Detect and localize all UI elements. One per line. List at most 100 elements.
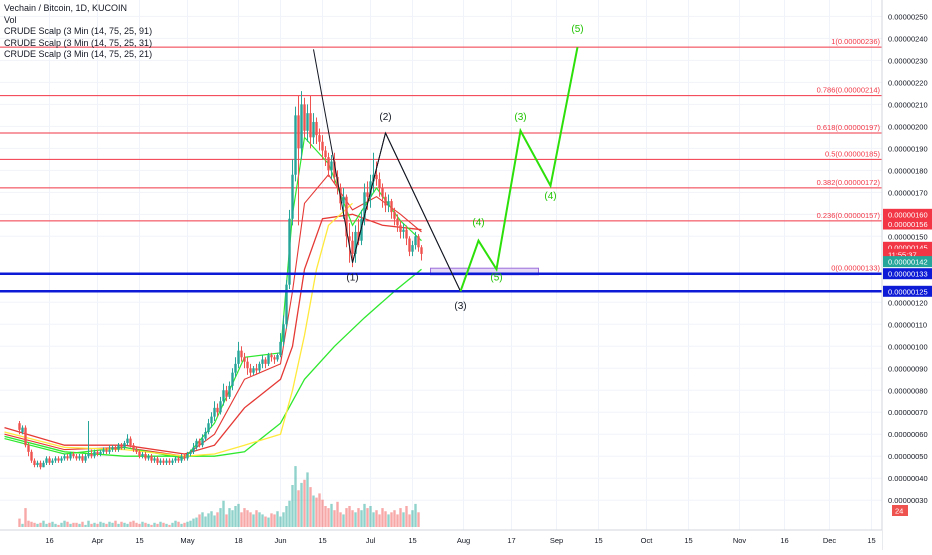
candle: [207, 423, 210, 433]
candle: [51, 460, 54, 463]
volume-bar: [24, 508, 27, 527]
y-tick-label: 0.00000030: [888, 496, 928, 505]
candle: [33, 460, 36, 466]
candle: [297, 115, 300, 149]
volume-bar: [285, 506, 288, 527]
volume-bar: [96, 523, 99, 527]
candle: [270, 355, 273, 358]
price-tag-label: 0.00000160: [888, 210, 928, 219]
x-tick-label: Aug: [457, 536, 470, 545]
candle: [21, 427, 24, 433]
candle: [54, 458, 57, 461]
candle: [246, 361, 249, 369]
volume-bar: [306, 472, 309, 527]
volume-tag-label: 24: [895, 507, 903, 516]
volume-bar: [192, 518, 195, 527]
candle: [387, 201, 390, 206]
price-tag-label: 0.00000133: [888, 270, 928, 279]
x-tick-label: Jun: [274, 536, 286, 545]
volume-bar: [390, 512, 393, 527]
candle: [231, 372, 234, 386]
indicator-label[interactable]: CRUDE Scalp (3 Min (14, 75, 25, 31): [4, 37, 153, 48]
candle: [129, 438, 132, 446]
volume-bar: [363, 503, 366, 527]
moving-averages: [4, 136, 422, 460]
volume-bar: [369, 506, 372, 527]
volume-bar: [414, 503, 417, 527]
candle: [408, 238, 411, 252]
candle: [135, 449, 138, 452]
y-tick-label: 0.00000170: [888, 188, 928, 197]
candle: [354, 231, 357, 254]
volume-bar: [300, 482, 303, 527]
volume-bar: [396, 514, 399, 527]
y-tick-label: 0.00000090: [888, 364, 928, 373]
volume-bar: [243, 508, 246, 527]
candle: [414, 236, 417, 246]
volume-bar: [159, 521, 162, 527]
price-tag: [883, 248, 932, 260]
candle: [405, 229, 408, 239]
volume-bar: [126, 523, 129, 527]
candle: [162, 460, 165, 463]
candle: [144, 454, 147, 459]
candle: [90, 454, 93, 457]
volume-bar: [408, 514, 411, 527]
volume-bar: [141, 521, 144, 527]
candle: [351, 240, 354, 254]
volume-bar: [261, 514, 264, 527]
candle: [126, 438, 129, 444]
candle: [399, 225, 402, 232]
x-tick-label: May: [180, 536, 194, 545]
candle: [294, 115, 297, 175]
indicator-label[interactable]: CRUDE Scalp (3 Min (14, 75, 25, 91): [4, 26, 153, 36]
volume-bar: [351, 510, 354, 527]
volume-bar: [312, 495, 315, 527]
volume-bar: [48, 522, 51, 527]
candle: [237, 350, 240, 364]
ma-long-line: [4, 268, 422, 457]
volume-bar: [66, 521, 69, 527]
y-tick-label: 0.00000080: [888, 386, 928, 395]
y-tick-label: 0.00000100: [888, 342, 928, 351]
volume-bar: [195, 517, 198, 527]
volume-bar: [183, 522, 186, 527]
volume-bar: [123, 522, 126, 527]
candle: [225, 390, 228, 397]
volume-bar: [132, 520, 135, 527]
volume-bar: [315, 497, 318, 527]
volume-bar: [36, 523, 39, 527]
indicator-label[interactable]: CRUDE Scalp (3 Min (14, 75, 25, 21): [4, 49, 153, 59]
y-tick-label: 0.00000120: [888, 298, 928, 307]
candle: [42, 462, 45, 468]
volume-bar: [87, 520, 90, 527]
volume-bar: [69, 523, 72, 527]
x-tick-label: 16: [780, 536, 788, 545]
volume-bar: [150, 524, 153, 527]
volume-bar: [39, 522, 42, 527]
candle: [213, 407, 216, 417]
volume-bar: [165, 523, 168, 527]
volume-bar: [21, 523, 24, 527]
volume-bar: [252, 514, 255, 527]
volume-bar: [174, 520, 177, 527]
volume-bar: [324, 506, 327, 527]
grid: [0, 0, 882, 530]
candles: [18, 91, 423, 470]
wave-label: (3): [514, 112, 526, 123]
volume-bar: [282, 512, 285, 527]
volume-bar: [168, 524, 171, 527]
volume-bar: [147, 523, 150, 527]
y-tick-label: 0.00000240: [888, 34, 928, 43]
volume-bar: [291, 485, 294, 527]
x-tick-label: 15: [135, 536, 143, 545]
ma-slow-line: [4, 213, 422, 455]
candle: [300, 104, 303, 149]
volume-bar: [393, 510, 396, 527]
volume-bar: [99, 521, 102, 527]
x-tick-label: 15: [684, 536, 692, 545]
fib-label: 0.236(0.00000157): [817, 211, 881, 220]
candle: [84, 456, 87, 461]
